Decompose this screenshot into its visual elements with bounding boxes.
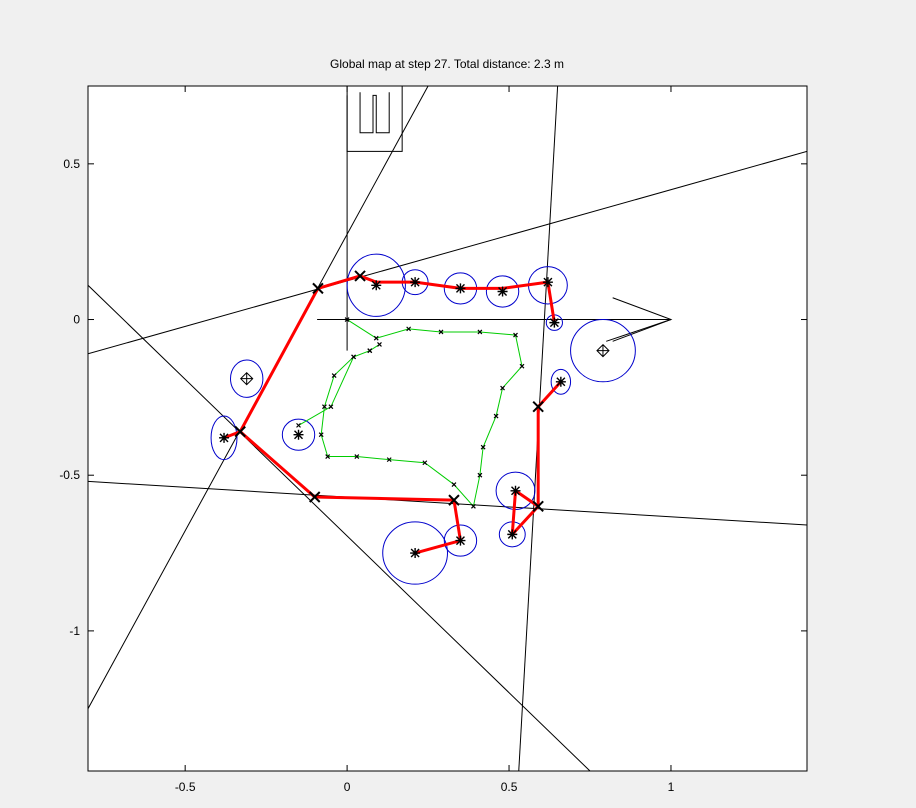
cross-marker bbox=[532, 500, 544, 513]
uncertainty-ellipse bbox=[570, 319, 636, 383]
trajectory-point bbox=[322, 404, 327, 410]
trajectory-point bbox=[328, 404, 334, 410]
landmark-diamond-marker bbox=[596, 343, 610, 358]
cross-marker bbox=[312, 282, 324, 295]
trajectory-point bbox=[325, 454, 331, 459]
axes-background bbox=[87, 85, 808, 772]
landmark-diamond-marker bbox=[239, 371, 254, 386]
y-tick-label: 0 bbox=[73, 313, 80, 327]
gripper-box bbox=[346, 86, 403, 152]
cross-marker bbox=[448, 494, 460, 506]
x-tick-label: 1 bbox=[668, 780, 675, 794]
y-tick-label: -1 bbox=[69, 624, 80, 638]
trajectory-point bbox=[367, 348, 373, 354]
trajectory-point bbox=[331, 373, 337, 378]
uncertainty-ellipse bbox=[210, 415, 238, 461]
trajectory-point bbox=[500, 385, 505, 391]
uncertainty-ellipse bbox=[550, 368, 572, 395]
trajectory-point bbox=[477, 329, 483, 335]
uncertainty-ellipse bbox=[281, 418, 316, 451]
robot-frame-layer bbox=[317, 86, 673, 351]
uncertainty-ellipse bbox=[382, 521, 448, 585]
trajectory-point bbox=[493, 413, 499, 419]
landmark-star-marker bbox=[219, 432, 230, 443]
cross-marker bbox=[354, 270, 366, 282]
landmark-star-marker bbox=[555, 376, 566, 387]
landmark-star-marker bbox=[510, 485, 521, 496]
trajectory-layer bbox=[296, 317, 525, 509]
cross-marker bbox=[309, 491, 321, 503]
map-path-line bbox=[223, 430, 241, 440]
trajectory-point bbox=[351, 354, 357, 360]
trajectory-point bbox=[296, 422, 301, 428]
trajectory-point bbox=[477, 472, 483, 478]
trajectory-point bbox=[438, 329, 444, 335]
trajectory-point bbox=[354, 454, 360, 459]
landmark-star-marker bbox=[410, 548, 421, 559]
landmark-star-marker bbox=[371, 280, 382, 291]
landmark-star-marker bbox=[549, 317, 560, 328]
trajectory-point bbox=[519, 363, 525, 369]
trajectory-point bbox=[422, 460, 428, 466]
cross-marker bbox=[234, 425, 246, 438]
trajectory-point bbox=[318, 432, 324, 438]
x-tick-label: 0.5 bbox=[501, 780, 518, 794]
trajectory-point bbox=[480, 444, 486, 450]
x-tick-label: -0.5 bbox=[175, 780, 196, 794]
landmark-star-marker bbox=[497, 286, 508, 297]
x-tick-label: 0 bbox=[344, 780, 351, 794]
chart-title: Global map at step 27. Total distance: 2… bbox=[330, 57, 564, 71]
robot-arrow-tail bbox=[606, 319, 672, 342]
landmark-star-marker bbox=[455, 283, 466, 294]
trajectory-point bbox=[451, 482, 457, 487]
map-line bbox=[88, 284, 591, 771]
cross-marker bbox=[532, 400, 544, 413]
landmark-star-marker bbox=[293, 429, 304, 440]
uncertainty-ellipse bbox=[230, 359, 264, 398]
landmark-star-marker bbox=[410, 277, 421, 288]
uncertainty-ellipse bbox=[443, 524, 478, 557]
landmark-star-marker bbox=[542, 277, 553, 288]
map-line bbox=[88, 150, 807, 355]
uncertainty-ellipse bbox=[485, 275, 520, 308]
landmark-star-marker bbox=[455, 535, 466, 546]
trajectory-point bbox=[406, 326, 412, 332]
trajectory-point bbox=[377, 342, 382, 347]
y-tick-label: -0.5 bbox=[59, 468, 80, 482]
landmark-star-marker bbox=[507, 529, 518, 540]
gripper-fork bbox=[359, 92, 390, 134]
trajectory-point bbox=[373, 335, 379, 341]
uncertainty-ellipse bbox=[346, 253, 406, 317]
y-tick-label: 0.5 bbox=[63, 157, 80, 171]
trajectory-point bbox=[344, 317, 350, 322]
trajectory-point bbox=[386, 457, 392, 463]
marker-layer bbox=[219, 270, 610, 559]
trajectory-point bbox=[513, 332, 518, 338]
trajectory-point bbox=[470, 503, 476, 509]
ticks-layer: -0.5 0 0.5 1 0.5 0 -0.5 -1 bbox=[59, 86, 807, 794]
